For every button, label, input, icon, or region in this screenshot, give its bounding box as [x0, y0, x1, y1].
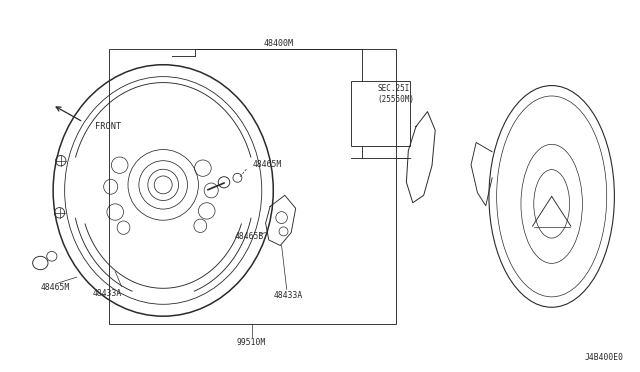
Bar	[351, 81, 410, 146]
Bar	[109, 49, 396, 324]
Text: SEC.25I
(25550M): SEC.25I (25550M)	[378, 84, 415, 104]
Text: 48465M: 48465M	[253, 160, 282, 169]
Text: J4B400E0: J4B400E0	[585, 353, 624, 362]
Text: 48465B: 48465B	[235, 232, 264, 241]
Text: 48433A: 48433A	[93, 289, 122, 298]
Text: 99510M: 99510M	[237, 338, 266, 347]
Text: 48433A: 48433A	[273, 291, 303, 300]
Text: FRONT: FRONT	[95, 122, 121, 131]
Text: 48465M: 48465M	[40, 283, 70, 292]
Text: 48400M: 48400M	[264, 39, 293, 48]
